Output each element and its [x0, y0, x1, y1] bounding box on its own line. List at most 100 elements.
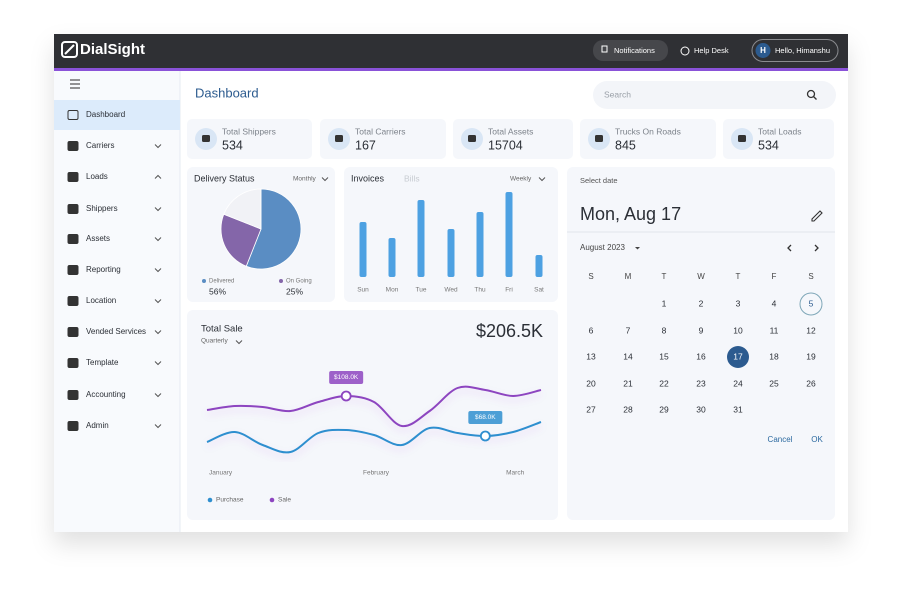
day[interactable]: 7	[626, 325, 631, 335]
day[interactable]: 13	[586, 351, 596, 361]
bar	[388, 238, 396, 277]
day[interactable]: 30	[696, 404, 706, 414]
day[interactable]: 18	[769, 351, 779, 361]
legend-dot	[269, 497, 275, 503]
legend-dot	[202, 279, 206, 283]
calendar-date: Mon, Aug 17	[580, 204, 681, 224]
user-greeting: Hello, Himanshu	[775, 46, 830, 55]
day[interactable]: 10	[733, 325, 743, 335]
day[interactable]: 5	[809, 298, 814, 308]
edit-icon[interactable]	[811, 210, 823, 222]
x-tick-label: January	[209, 470, 233, 477]
day[interactable]: 16	[696, 351, 706, 361]
legend-value: 25%	[286, 286, 303, 296]
chevron	[154, 144, 162, 149]
nav-icon	[67, 172, 79, 182]
nav-item[interactable]: Reporting	[67, 265, 162, 275]
weekday: M	[625, 272, 632, 281]
help-desk-button[interactable]: Help Desk	[680, 46, 729, 56]
day[interactable]: 6	[589, 325, 594, 335]
notifications-button[interactable]: Notifications	[593, 40, 668, 61]
nav-item[interactable]: Template	[67, 358, 162, 368]
stat-label: Total Assets	[488, 126, 533, 136]
nav-item[interactable]: Location	[67, 296, 162, 306]
day[interactable]: 23	[696, 378, 706, 388]
chart-filter[interactable]: Quarterly	[201, 338, 228, 345]
nav-icon	[67, 390, 79, 400]
stat-glyph	[335, 135, 343, 142]
nav-label: Admin	[86, 421, 109, 430]
legend-dot	[279, 279, 283, 283]
stat-glyph	[595, 135, 603, 142]
chart-tab[interactable]: Bills	[404, 173, 420, 183]
help-desk-label: Help Desk	[694, 46, 729, 55]
nav-icon	[67, 141, 79, 151]
nav-label: Location	[86, 296, 116, 305]
menu-toggle[interactable]	[70, 79, 80, 89]
chevron	[235, 340, 243, 345]
legend-dot	[207, 497, 213, 503]
day[interactable]: 3	[736, 298, 741, 308]
calendar-month[interactable]: August 2023	[580, 243, 625, 252]
nav-item[interactable]: Carriers	[67, 141, 162, 151]
nav-icon	[67, 296, 79, 306]
chart-filter[interactable]: Monthly	[293, 176, 317, 183]
ok-button[interactable]: OK	[811, 435, 823, 444]
day[interactable]: 21	[623, 378, 633, 388]
bar	[476, 212, 484, 277]
nav-item[interactable]: Admin	[67, 421, 162, 431]
day[interactable]: 8	[662, 325, 667, 335]
cancel-button[interactable]: Cancel	[768, 435, 793, 444]
point-marker	[479, 430, 491, 442]
day[interactable]: 19	[806, 351, 816, 361]
prev-month[interactable]	[787, 244, 792, 252]
day[interactable]: 12	[806, 325, 816, 335]
day[interactable]: 9	[699, 325, 704, 335]
chart-filter[interactable]: Weekly	[510, 176, 532, 183]
nav-item[interactable]: Dashboard	[54, 100, 180, 130]
stat-value: 534	[758, 138, 779, 152]
day[interactable]: 20	[586, 378, 596, 388]
nav-item[interactable]: Shippers	[67, 204, 162, 214]
chevron	[154, 174, 162, 179]
stat-value: 167	[355, 138, 376, 152]
day[interactable]: 4	[772, 298, 777, 308]
day[interactable]: 11	[770, 325, 779, 335]
next-month[interactable]	[814, 244, 819, 252]
stat-card: Trucks On Roads 845	[580, 119, 716, 159]
day[interactable]: 27	[586, 404, 596, 414]
accent-strip	[54, 68, 848, 71]
user-menu[interactable]: H Hello, Himanshu	[751, 39, 839, 62]
day[interactable]: 26	[806, 378, 816, 388]
day[interactable]: 24	[733, 378, 743, 388]
nav-item[interactable]: Assets	[67, 234, 162, 244]
day[interactable]: 17	[733, 351, 743, 361]
logo[interactable]: DialSight	[61, 41, 145, 58]
total-value: $206.5K	[476, 321, 543, 341]
day[interactable]: 29	[659, 404, 669, 414]
day[interactable]: 28	[623, 404, 633, 414]
day[interactable]: 31	[733, 404, 743, 414]
x-tick-label: Thu	[474, 287, 486, 294]
selected-day	[727, 346, 749, 368]
day[interactable]: 14	[623, 351, 633, 361]
day[interactable]: 15	[659, 351, 669, 361]
search-box[interactable]: Search	[593, 81, 836, 109]
series-line	[206, 385, 542, 428]
tooltip-label: $68.0K	[475, 414, 496, 421]
nav-item[interactable]: Vended Services	[67, 327, 162, 337]
tooltip-label: $108.0K	[334, 374, 359, 381]
nav-item[interactable]: Loads	[67, 172, 162, 182]
day[interactable]: 25	[769, 378, 779, 388]
stat-card: Total Carriers 167	[320, 119, 446, 159]
x-tick-label: Fri	[505, 287, 513, 294]
chevron	[154, 424, 162, 429]
search-placeholder: Search	[604, 89, 631, 99]
day[interactable]: 1	[662, 298, 667, 308]
x-tick-label: Tue	[416, 287, 427, 294]
brand: DialSight	[80, 41, 145, 58]
day[interactable]: 2	[699, 298, 704, 308]
day[interactable]: 22	[659, 378, 669, 388]
stat-value: 845	[615, 138, 636, 152]
nav-item[interactable]: Accounting	[67, 390, 162, 400]
